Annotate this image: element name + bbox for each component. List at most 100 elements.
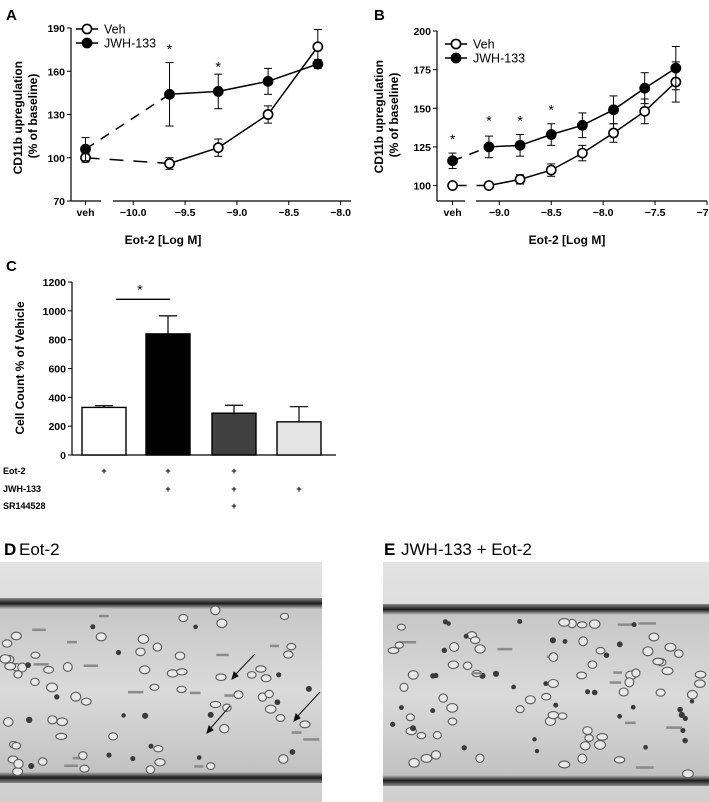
cell [661,666,674,676]
legend-label: Veh [104,23,126,37]
cell-dark [121,713,126,718]
cell-dark [433,672,439,679]
significance-star: * [486,112,492,128]
cell [387,646,400,655]
series-line [169,63,319,96]
cell [210,605,221,616]
cell [13,758,24,769]
streak [269,644,279,648]
significance-star: * [137,281,143,297]
panel-c-condition-table: Eot-2 + + + JWH-133 + + + SR144528 + [3,466,302,511]
cell [524,695,536,705]
cell [449,642,460,652]
series-veh [447,61,682,191]
cell-dark [630,704,636,710]
cell [43,665,55,674]
panel-b-letter: B [374,7,385,24]
data-point-filled [576,119,588,131]
cell-dark [115,649,122,656]
cell [681,769,694,779]
cell-dark [680,727,686,733]
cell-dark [562,638,568,644]
cell [108,732,119,741]
streak [64,764,78,767]
micrograph-e: E JWH-133 + Eot-2 [383,540,709,802]
cell [618,687,629,697]
series-veh-link [85,93,170,150]
legend-marker [81,37,93,49]
condition-label: Eot-2 [3,466,26,476]
cell [47,715,58,725]
cell [176,685,187,694]
data-point-open [262,109,274,120]
series-veh-link [452,146,490,162]
cell [30,651,41,659]
x-tick-label: −10.0 [120,207,147,219]
data-point-filled [545,129,557,140]
cell-dark [398,705,404,711]
cell [299,720,311,729]
streak [471,672,482,675]
cell [547,678,559,689]
cell [233,690,244,700]
cell [642,646,654,657]
panel-a-chart: A 70 100 130 160 190 −10.0 −9.5 −9.0 −8.5 −8.0 veh… [6,7,351,247]
cell [70,691,82,702]
cell [283,650,294,659]
cell-dark [25,662,31,668]
cell [655,688,666,697]
x-tick-label-veh: veh [444,207,462,219]
cell-dark [446,621,451,626]
y-tick-label: 0 [60,450,66,462]
cell-dark [492,670,500,677]
series-jwh133 [80,58,324,162]
condition-mark: + [231,501,236,511]
cell-dark [90,624,96,630]
cell-dark [532,737,537,742]
cell [275,713,286,723]
micrograph-d: D Eot-2 [0,540,322,802]
x-tick-label: −7.5 [645,207,666,219]
cell [139,665,151,675]
cell [80,697,92,706]
cell [686,689,698,700]
bar [145,333,191,456]
cell [577,753,588,764]
cell-dark [207,711,214,718]
streak [32,628,46,632]
cell-dark [274,699,281,706]
y-tick-label: 400 [48,392,66,404]
micrograph-d-image [0,562,322,802]
cell [153,745,164,753]
cell [394,641,405,649]
cell [547,710,560,720]
cell [673,649,684,658]
data-point-filled [80,143,91,155]
y-tick-label: 200 [413,26,431,38]
y-tick-label: 1000 [43,306,67,318]
panel-a-y-axis-label: CD11b upregulation (% of baseline) [11,58,40,175]
cell-dark [553,702,559,708]
micrograph-d-letter: D [4,540,16,559]
cell-dark [54,694,60,700]
micrograph-d-title: Eot-2 [19,540,60,559]
cell [582,726,593,735]
cell [215,673,227,682]
y-tick-label: 200 [48,421,66,433]
streak [33,663,49,666]
cell [576,671,588,680]
cell [558,760,571,769]
cell [462,661,473,671]
cell [557,712,568,720]
micrograph-d-arrows [206,653,321,734]
cell-dark [441,647,447,653]
x-tick-label: −9.5 [175,207,196,219]
cell [209,700,222,709]
cell-dark [289,749,296,755]
cell-dark [603,652,610,658]
bar [211,412,257,456]
cell [595,646,606,655]
cell [578,636,588,647]
cell [664,642,677,652]
